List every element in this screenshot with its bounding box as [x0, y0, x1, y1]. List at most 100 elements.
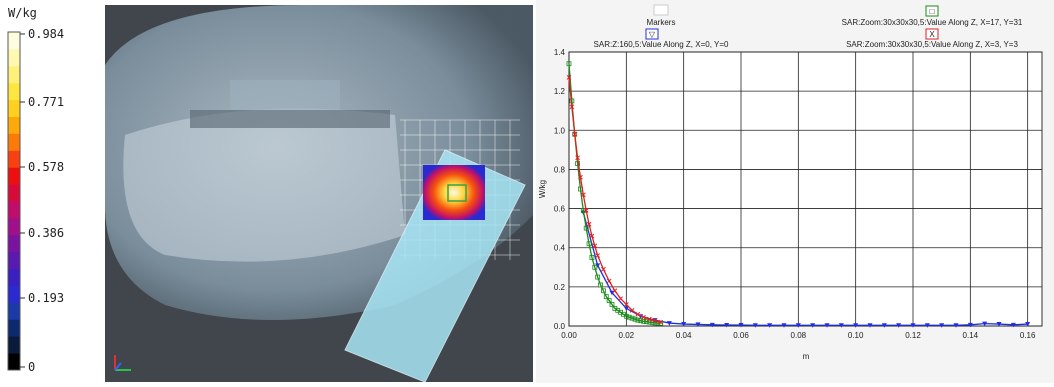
colorbar-tick-label: 0.386 [28, 226, 64, 240]
data-point [595, 253, 601, 258]
data-point [635, 311, 641, 317]
plot-area [568, 51, 1043, 327]
x-tick-label: 0.16 [1020, 331, 1036, 340]
data-point [589, 255, 595, 260]
data-point [924, 323, 930, 328]
series-2 [566, 61, 664, 326]
legend-label-2: SAR:Zoom:30x30x30,5:Value Along Z, X=17,… [842, 18, 1023, 27]
data-point [767, 323, 773, 328]
legend-label-1: SAR:Z:160,5:Value Along Z, X=0, Y=0 [594, 40, 729, 49]
data-point [641, 314, 646, 320]
data-point [724, 323, 730, 328]
colorbar-ticks: 0.984 0.771 0.578 0.386 0.193 0 [20, 27, 64, 374]
data-point [583, 208, 589, 213]
colorbar-band-3 [8, 319, 20, 337]
svg-text:X: X [929, 30, 935, 39]
data-point [641, 318, 646, 324]
colorbar-tick-label: 0.771 [28, 95, 64, 109]
x-tick-label: 0.02 [619, 331, 635, 340]
y-tick-label: 1.2 [554, 87, 566, 96]
x-tick-label: 0.12 [905, 331, 921, 340]
data-point [586, 241, 592, 247]
data-point [583, 225, 589, 231]
data-point [658, 319, 664, 325]
legend-markers-label: Markers [647, 18, 676, 27]
svg-text:□: □ [930, 7, 935, 16]
colorbar-band-12 [8, 167, 20, 185]
y-axis-ticks: 0.0 0.2 0.4 0.6 0.8 1.0 1.2 1.4 [554, 48, 566, 331]
data-point [910, 323, 916, 328]
colorbar-band-16 [8, 99, 20, 117]
colorbar-band-9 [8, 217, 20, 236]
data-point [566, 61, 572, 67]
data-point [632, 316, 638, 322]
data-point [580, 208, 586, 213]
y-tick-label: 0.8 [554, 165, 566, 174]
y-tick-label: 0.2 [554, 283, 566, 292]
data-point [853, 323, 859, 328]
x-axis-label: m [803, 352, 810, 361]
y-tick-label: 0.6 [554, 205, 566, 214]
data-point [595, 263, 601, 268]
data-point [810, 323, 816, 328]
colorbar-tick-label: 0.984 [28, 27, 64, 41]
data-point [586, 221, 592, 227]
sar-3d-view[interactable] [105, 5, 533, 382]
data-point [580, 192, 586, 198]
data-point [592, 264, 598, 270]
colorbar-band-18 [8, 65, 20, 84]
legend-label-3: SAR:Zoom:30x30x30,5:Value Along Z, X=3, … [846, 40, 1018, 49]
colorbar-bands [7, 31, 21, 371]
legend-entry-3: X SAR:Zoom:30x30x30,5:Value Along Z, X=3… [846, 28, 1018, 49]
colorbar-band-4 [8, 302, 20, 320]
data-point [595, 274, 601, 280]
data-point [566, 75, 572, 80]
legend-entry-2: □ SAR:Zoom:30x30x30,5:Value Along Z, X=1… [842, 5, 1023, 27]
data-point [603, 294, 609, 300]
legend-entry-1: ▽ SAR:Z:160,5:Value Along Z, X=0, Y=0 [594, 28, 729, 49]
data-point [658, 320, 664, 326]
legend: Markers ▽ SAR:Z:160,5:Value Along Z, X=0… [594, 4, 1023, 49]
data-point [867, 323, 873, 328]
sar-hotspot [423, 165, 485, 220]
data-point [1010, 322, 1016, 328]
colorbar-band-11 [8, 184, 20, 202]
data-point [795, 323, 801, 328]
colorbar-band-20 [8, 32, 20, 50]
x-tick-label: 0.00 [561, 331, 577, 340]
data-point [1025, 322, 1031, 327]
colorbar-band-15 [8, 116, 20, 134]
plot-svg: Markers ▽ SAR:Z:160,5:Value Along Z, X=0… [536, 0, 1054, 383]
x-tick-label: 0.04 [676, 331, 692, 340]
colorbar-band-5 [8, 285, 20, 303]
data-point [601, 266, 606, 272]
colorbar-band-19 [8, 48, 20, 67]
data-point [623, 302, 629, 307]
data-point [781, 323, 787, 328]
data-point [635, 317, 641, 323]
x-tick-label: 0.14 [963, 331, 979, 340]
data-point [709, 322, 715, 328]
x-tick-label: 0.06 [733, 331, 749, 340]
data-point [629, 315, 635, 321]
colorbar-band-2 [8, 336, 20, 354]
data-point [644, 319, 649, 325]
data-point [601, 288, 606, 294]
data-point [569, 104, 575, 110]
data-point [896, 323, 902, 328]
data-point [575, 155, 580, 161]
colorbar-band-6 [8, 268, 20, 286]
data-point [838, 323, 844, 328]
data-point [646, 319, 652, 325]
sar-line-plot[interactable]: Markers ▽ SAR:Z:160,5:Value Along Z, X=0… [536, 0, 1054, 383]
data-point [881, 323, 887, 328]
x-tick-label: 0.08 [791, 331, 807, 340]
colorbar-band-7 [8, 251, 20, 270]
data-point [752, 323, 758, 328]
data-point [695, 322, 701, 327]
y-tick-label: 1.4 [554, 48, 566, 57]
data-point [606, 278, 612, 284]
phantom-scene-graphic [105, 5, 533, 382]
data-point [626, 314, 632, 320]
colorbar-frame [7, 31, 21, 371]
